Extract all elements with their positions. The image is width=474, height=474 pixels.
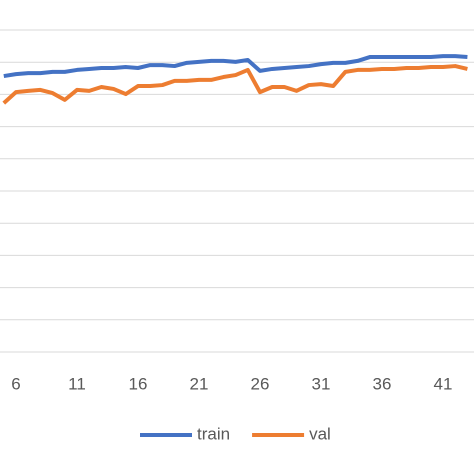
x-tick-label: 6 bbox=[11, 374, 20, 393]
x-tick-label: 36 bbox=[373, 374, 392, 393]
x-tick-label: 21 bbox=[190, 374, 209, 393]
legend-label: train bbox=[197, 424, 230, 443]
legend-label: val bbox=[309, 424, 331, 443]
x-tick-label: 31 bbox=[312, 374, 331, 393]
series-line bbox=[3, 54, 468, 79]
series-line bbox=[2, 64, 468, 105]
x-tick-label: 11 bbox=[68, 374, 86, 393]
x-tick-label: 26 bbox=[251, 374, 270, 393]
x-tick-label: 41 bbox=[434, 374, 453, 393]
x-tick-label: 16 bbox=[129, 374, 148, 393]
